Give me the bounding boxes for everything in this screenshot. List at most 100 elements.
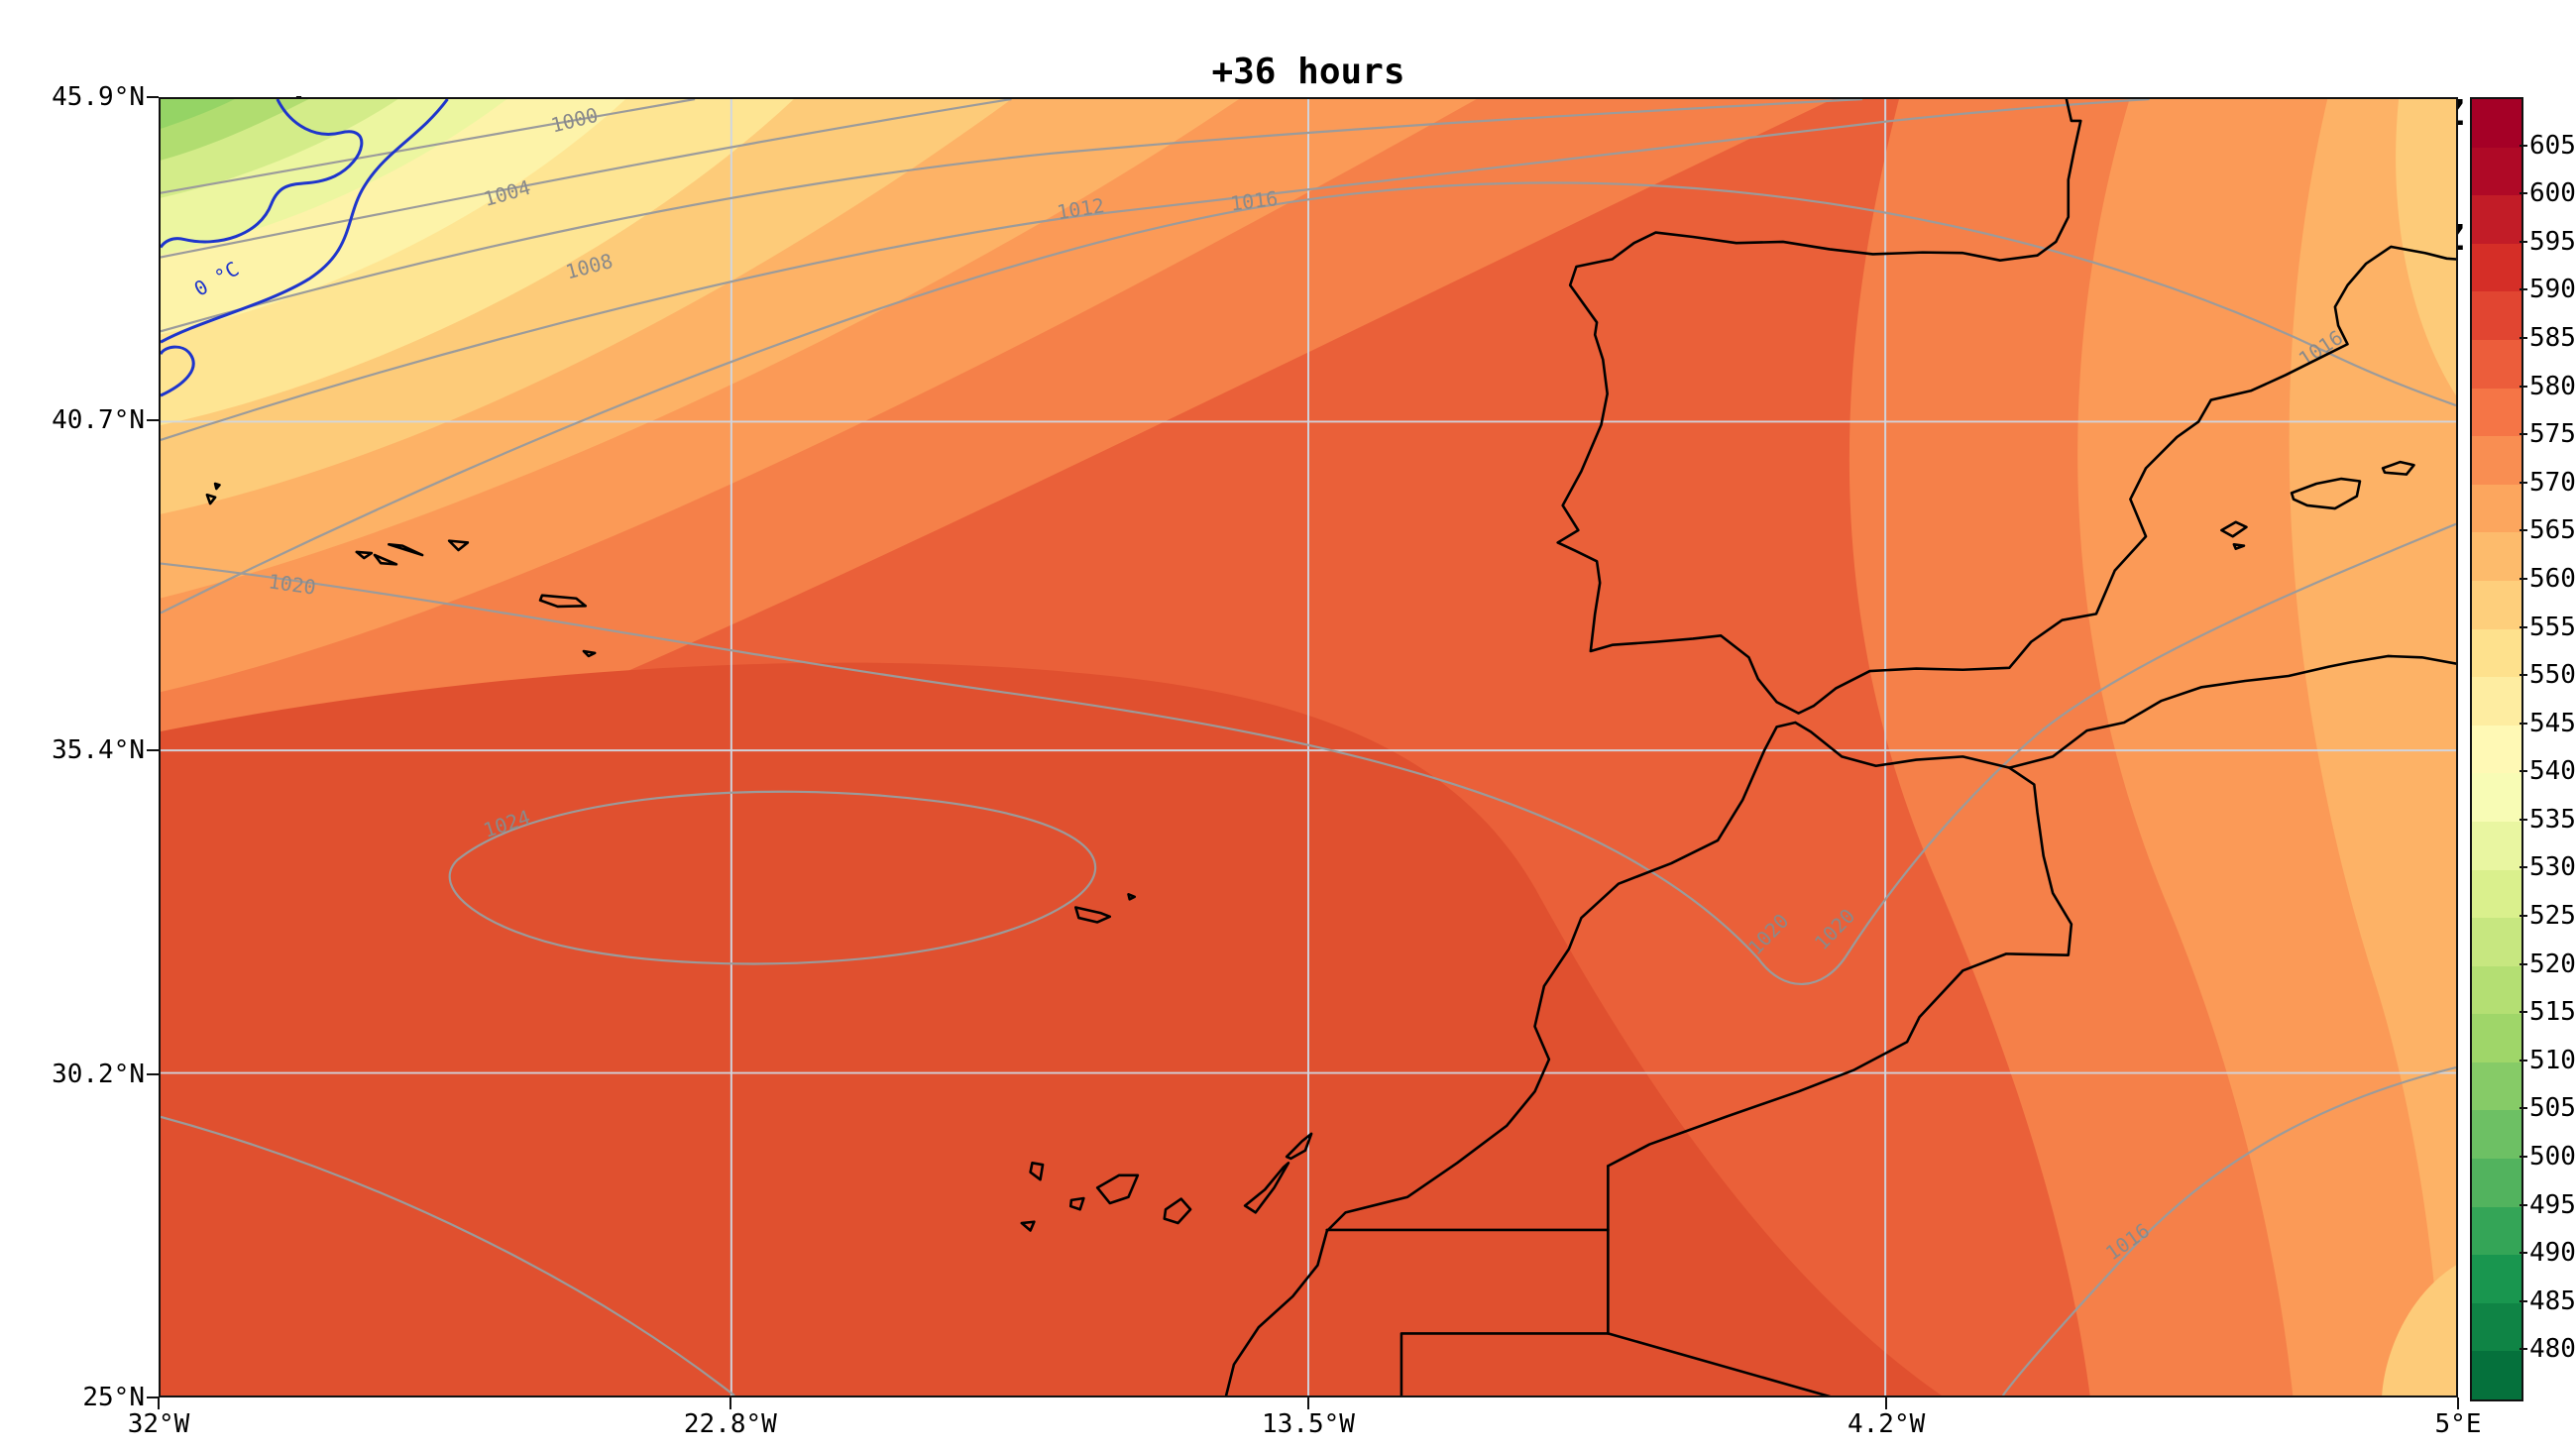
- tenerife-island: [1095, 1173, 1140, 1205]
- colorbar-tick-label: 520: [2529, 949, 2576, 979]
- x-tick-mark: [1307, 1397, 1309, 1409]
- sao-miguel-island: [538, 594, 588, 609]
- colorbar-tick-label: 565: [2529, 515, 2576, 546]
- colorbar-cell: [2472, 1206, 2521, 1256]
- colorbar-tick-mark: [2520, 625, 2527, 628]
- colorbar-tick-mark: [2520, 818, 2527, 821]
- colorbar-tick-mark: [2520, 770, 2527, 773]
- colorbar-tick-mark: [2520, 1348, 2527, 1351]
- colorbar-cell: [2472, 869, 2521, 919]
- colorbar-tick-label: 580: [2529, 371, 2576, 401]
- colorbar-tick-label: 505: [2529, 1093, 2576, 1124]
- colorbar-tick-mark: [2520, 1252, 2527, 1255]
- colorbar-tick-label: 555: [2529, 612, 2576, 642]
- colorbar-tick-mark: [2520, 1107, 2527, 1110]
- gridlines: [161, 99, 2456, 1396]
- y-tick-label: 30.2°N: [52, 1059, 145, 1089]
- y-tick-mark: [147, 419, 159, 422]
- colorbar-tick-label: 525: [2529, 901, 2576, 932]
- map-plot: 1000 1004 1008 1012 1016 1016 1020 1020 1020 1024…: [159, 97, 2458, 1397]
- colorbar-cell: [2472, 1302, 2521, 1352]
- mallorca-island: [2290, 477, 2362, 510]
- pico-island: [373, 553, 398, 566]
- x-tick-label: 32°W: [127, 1409, 190, 1439]
- algeria-mauritania-border: [1607, 1332, 1832, 1396]
- colorbar-cell: [2472, 339, 2521, 389]
- colorbar-tick-label: 515: [2529, 997, 2576, 1028]
- colorbar-tick-mark: [2520, 288, 2527, 291]
- colorbar-cell: [2472, 1255, 2521, 1303]
- coastlines: [205, 99, 2456, 1396]
- colorbar-tick-label: 490: [2529, 1238, 2576, 1269]
- formentera-island: [2232, 543, 2246, 551]
- colorbar-tick-label: 590: [2529, 275, 2576, 305]
- colorbar-tick-mark: [2520, 915, 2527, 918]
- ibiza-island: [2220, 520, 2248, 538]
- y-tick-label: 25°N: [82, 1383, 145, 1412]
- colorbar-tick-mark: [2520, 385, 2527, 388]
- colorbar-cell: [2472, 918, 2521, 966]
- isobar-contours: [161, 99, 2456, 1396]
- colorbar-cell: [2472, 484, 2521, 533]
- colorbar-tick-mark: [2520, 240, 2527, 243]
- colorbar-cell: [2472, 1014, 2521, 1062]
- colorbar-tick-mark: [2520, 529, 2527, 532]
- madeira-island: [1074, 906, 1112, 924]
- colorbar-tick-mark: [2520, 192, 2527, 195]
- colorbar-tick-label: 485: [2529, 1285, 2576, 1316]
- iberia-france-coast: [1556, 99, 2456, 715]
- colorbar-tick-label: 595: [2529, 226, 2576, 257]
- x-tick-label: 13.5°W: [1262, 1409, 1355, 1439]
- morocco-algeria-border: [1607, 766, 2073, 1168]
- lead-time-label: +36 hours: [1211, 52, 1405, 92]
- santa-maria-island: [582, 649, 597, 658]
- colorbar-cell: [2472, 1159, 2521, 1207]
- colorbar-tick-label: 535: [2529, 804, 2576, 835]
- colorbar-cell: [2472, 99, 2521, 148]
- x-tick-label: 22.8°W: [683, 1409, 777, 1439]
- colorbar-tick-label: 545: [2529, 708, 2576, 738]
- colorbar-cell: [2472, 773, 2521, 822]
- menorca-island: [2381, 460, 2415, 476]
- x-tick-mark: [1885, 1397, 1888, 1409]
- colorbar-cell: [2472, 1351, 2521, 1400]
- x-tick-mark: [158, 1397, 160, 1409]
- x-tick-label: 5°E: [2434, 1409, 2482, 1439]
- colorbar-tick-label: 575: [2529, 419, 2576, 450]
- border-26: [1400, 1332, 1610, 1396]
- north-africa-coast: [1224, 654, 2456, 1396]
- colorbar-cell: [2472, 677, 2521, 726]
- flores-island: [205, 493, 217, 505]
- colorbar-tick-label: 585: [2529, 322, 2576, 353]
- colorbar-cell: [2472, 291, 2521, 340]
- colorbar-cell: [2472, 1110, 2521, 1160]
- x-tick-mark: [2457, 1397, 2459, 1409]
- colorbar-tick-label: 500: [2529, 1142, 2576, 1173]
- colorbar-cell: [2472, 388, 2521, 437]
- x-tick-mark: [728, 1397, 731, 1409]
- y-tick-mark: [147, 749, 159, 752]
- colorbar-cell: [2472, 725, 2521, 774]
- colorbar-tick-mark: [2520, 144, 2527, 147]
- colorbar-tick-label: 570: [2529, 467, 2576, 498]
- faial-island: [355, 550, 374, 560]
- colorbar-tick-mark: [2520, 962, 2527, 965]
- colorbar-cell: [2472, 436, 2521, 485]
- colorbar-cell: [2472, 821, 2521, 870]
- colorbar-tick-mark: [2520, 866, 2527, 869]
- corvo-island: [213, 482, 221, 491]
- colorbar-tick-label: 480: [2529, 1334, 2576, 1365]
- colorbar-cell: [2472, 147, 2521, 196]
- colorbar-tick-label: 550: [2529, 660, 2576, 691]
- colorbar-cell: [2472, 580, 2521, 629]
- colorbar-cell: [2472, 965, 2521, 1015]
- colorbar-tick-mark: [2520, 1059, 2527, 1061]
- colorbar-tick-label: 600: [2529, 178, 2576, 209]
- colorbar-tick-mark: [2520, 577, 2527, 580]
- colorbar-cell: [2472, 1061, 2521, 1111]
- colorbar-tick-mark: [2520, 722, 2527, 725]
- sao-jorge-island: [388, 543, 424, 557]
- lanzarote-island: [1285, 1132, 1313, 1161]
- fuerteventura-island: [1243, 1162, 1290, 1214]
